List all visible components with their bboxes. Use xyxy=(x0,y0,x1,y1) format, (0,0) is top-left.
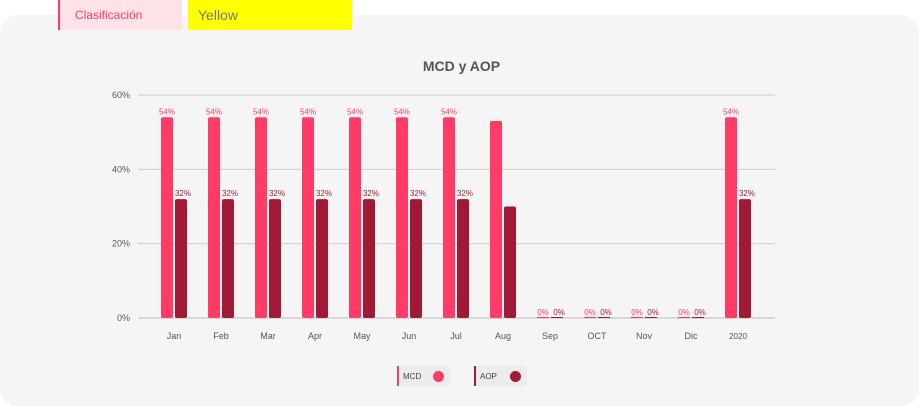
x-tick-label: Aug xyxy=(495,331,511,341)
bar-aop xyxy=(598,317,610,318)
classification-tags: Clasificación Yellow xyxy=(58,0,352,30)
bar-mcd xyxy=(349,117,361,318)
x-tick-label: May xyxy=(353,331,371,341)
bar-mcd xyxy=(302,117,314,318)
bar-mcd xyxy=(490,121,502,319)
bar-aop xyxy=(692,317,704,318)
bar-aop xyxy=(316,199,328,318)
y-tick-label: 0% xyxy=(117,313,130,323)
legend-item-aop[interactable]: AOP xyxy=(474,366,527,386)
data-label: 0% xyxy=(678,308,690,317)
bar-mcd xyxy=(396,117,408,318)
x-tick-label: 2020 xyxy=(729,332,747,341)
bar-mcd xyxy=(725,117,737,318)
bar-mcd xyxy=(443,117,455,318)
x-tick-label: Jan xyxy=(167,331,182,341)
data-label: 0% xyxy=(647,308,659,317)
x-tick-label: OCT xyxy=(588,331,608,341)
x-tick-label: Jun xyxy=(402,331,417,341)
bar-aop xyxy=(645,317,657,318)
bar-aop xyxy=(504,206,516,318)
data-label: 32% xyxy=(222,189,238,198)
x-tick-label: Nov xyxy=(636,331,653,341)
data-label: 0% xyxy=(631,308,643,317)
data-label: 54% xyxy=(159,107,175,116)
data-label: 54% xyxy=(723,107,739,116)
data-label: 0% xyxy=(553,308,565,317)
classification-label: Clasificación xyxy=(58,0,182,30)
data-label: 32% xyxy=(175,189,191,198)
bar-mcd xyxy=(537,317,549,318)
x-tick-label: Apr xyxy=(308,331,322,341)
classification-value: Yellow xyxy=(188,0,352,30)
bar-mcd xyxy=(584,317,596,318)
bar-aop xyxy=(410,199,422,318)
data-label: 54% xyxy=(253,107,269,116)
data-label: 0% xyxy=(537,308,549,317)
data-label: 32% xyxy=(269,189,285,198)
data-label: 0% xyxy=(600,308,612,317)
data-label: 32% xyxy=(316,189,332,198)
x-tick-label: Feb xyxy=(213,331,229,341)
data-label: 32% xyxy=(457,189,473,198)
data-label: 32% xyxy=(739,189,755,198)
bar-aop xyxy=(269,199,281,318)
data-label: 54% xyxy=(394,107,410,116)
legend-item-mcd[interactable]: MCD xyxy=(397,366,450,386)
bar-aop xyxy=(175,199,187,318)
legend-dot-mcd xyxy=(433,370,444,382)
data-label: 54% xyxy=(441,107,457,116)
y-tick-label: 20% xyxy=(112,239,130,249)
bar-aop xyxy=(551,317,563,318)
bar-mcd xyxy=(631,317,643,318)
bar-mcd xyxy=(255,117,267,318)
legend-label-aop: AOP xyxy=(480,371,497,381)
legend-label-mcd: MCD xyxy=(403,371,422,381)
data-label: 0% xyxy=(694,308,706,317)
bar-aop xyxy=(222,199,234,318)
data-label: 54% xyxy=(206,107,222,116)
bar-aop xyxy=(457,199,469,318)
x-tick-label: Jul xyxy=(450,331,462,341)
data-label: 0% xyxy=(584,308,596,317)
x-tick-label: Sep xyxy=(542,331,558,341)
bar-mcd xyxy=(161,117,173,318)
legend-marker-bar xyxy=(474,366,476,386)
bar-mcd xyxy=(678,317,690,318)
y-tick-label: 60% xyxy=(112,90,130,100)
data-label: 32% xyxy=(363,189,379,198)
legend-dot-aop xyxy=(510,370,521,382)
bar-aop xyxy=(363,199,375,318)
chart-title: MCD y AOP xyxy=(423,58,500,74)
data-label: 32% xyxy=(410,189,426,198)
legend-marker-bar xyxy=(397,366,399,386)
bar-aop xyxy=(739,199,751,318)
x-tick-label: Dic xyxy=(685,331,698,341)
data-label: 54% xyxy=(300,107,316,116)
x-tick-label: Mar xyxy=(260,331,276,341)
data-label: 54% xyxy=(347,107,363,116)
bar-mcd xyxy=(208,117,220,318)
chart-legend: MCD AOP xyxy=(397,366,527,386)
y-tick-label: 40% xyxy=(112,164,130,174)
